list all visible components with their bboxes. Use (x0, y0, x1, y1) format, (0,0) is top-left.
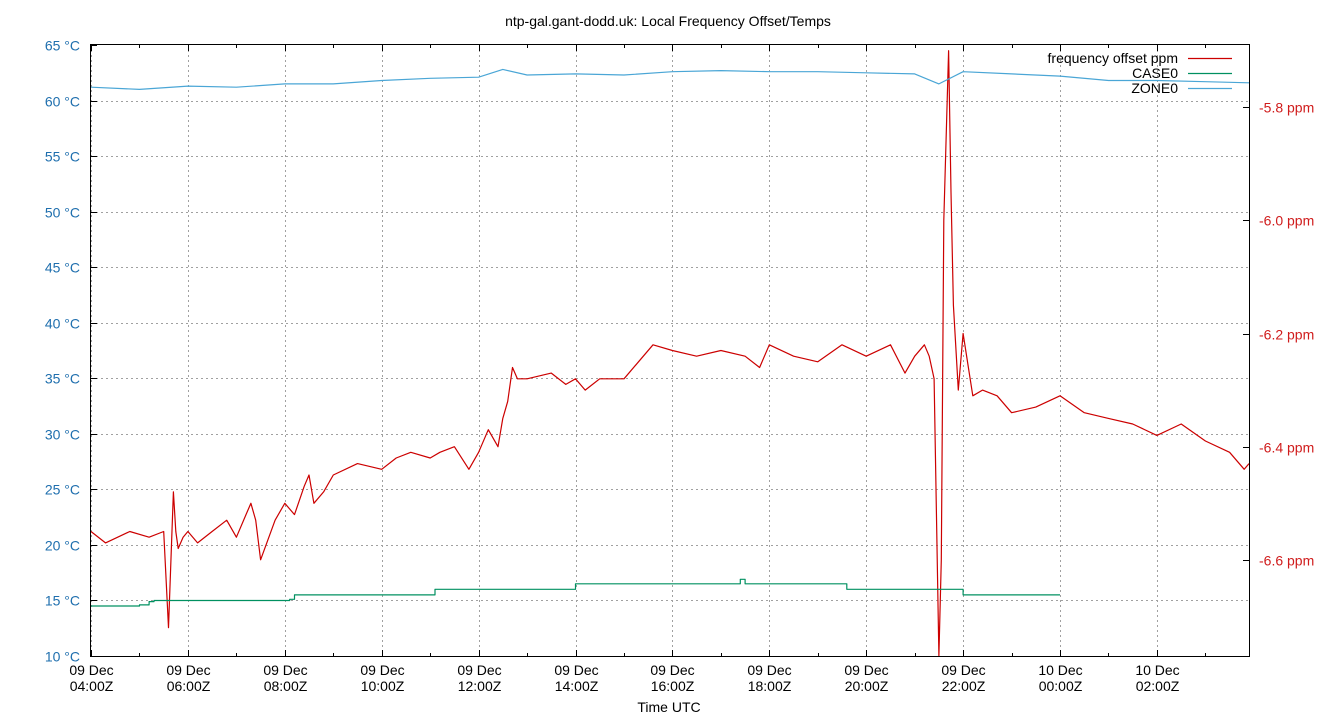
y-right-tick-label: -5.8 ppm (1259, 100, 1314, 116)
y-left-tick-label: 45 °C (45, 260, 80, 276)
x-tick-label-date: 10 Dec (1135, 662, 1179, 678)
grid-lines (91, 45, 1249, 656)
x-tick-label-time: 08:00Z (264, 678, 308, 694)
x-tick-label-date: 09 Dec (844, 662, 888, 678)
series-line-case0 (91, 578, 1060, 607)
series-line-zone0 (90, 68, 1250, 90)
x-tick-label-time: 12:00Z (458, 678, 502, 694)
y-left-tick-label: 25 °C (45, 482, 80, 498)
x-tick-label-time: 20:00Z (845, 678, 889, 694)
x-tick-label-time: 10:00Z (361, 678, 405, 694)
y-left-tick-label: 60 °C (45, 94, 80, 110)
y-left-tick-label: 10 °C (45, 649, 80, 665)
x-tick-label-date: 09 Dec (650, 662, 694, 678)
series-lines (90, 50, 1250, 657)
x-tick-label-time: 14:00Z (555, 678, 599, 694)
x-tick-label-date: 09 Dec (457, 662, 501, 678)
x-tick-label-date: 09 Dec (554, 662, 598, 678)
x-tick-label-date: 10 Dec (1038, 662, 1082, 678)
x-tick-label-time: 22:00Z (942, 678, 986, 694)
x-tick-label-date: 09 Dec (941, 662, 985, 678)
y-right-tick-label: -6.2 ppm (1259, 327, 1314, 343)
x-tick-label-time: 18:00Z (748, 678, 792, 694)
y-left-tick-label: 30 °C (45, 427, 80, 443)
chart-title: ntp-gal.gant-dodd.uk: Local Frequency Of… (505, 13, 831, 29)
x-tick-label-date: 09 Dec (69, 662, 113, 678)
y-left-tick-label: 55 °C (45, 149, 80, 165)
x-tick-label-time: 06:00Z (167, 678, 211, 694)
x-tick-label-time: 04:00Z (70, 678, 114, 694)
y-right-tick-label: -6.4 ppm (1259, 440, 1314, 456)
y-left-tick-label: 65 °C (45, 38, 80, 54)
y-left-tick-label: 40 °C (45, 316, 80, 332)
y-left-tick-label: 20 °C (45, 538, 80, 554)
y-left-tick-label: 15 °C (45, 593, 80, 609)
y-right-tick-label: -6.0 ppm (1259, 213, 1314, 229)
x-tick-label-date: 09 Dec (360, 662, 404, 678)
x-tick-label-time: 16:00Z (651, 678, 695, 694)
legend-label: CASE0 (1132, 65, 1178, 81)
legend-label: frequency offset ppm (1048, 50, 1178, 66)
y-right-tick-label: -6.6 ppm (1259, 553, 1314, 569)
x-tick-label-time: 02:00Z (1136, 678, 1180, 694)
y-left-tick-label: 50 °C (45, 205, 80, 221)
x-tick-label-time: 00:00Z (1039, 678, 1083, 694)
x-tick-label-date: 09 Dec (166, 662, 210, 678)
legend-label: ZONE0 (1131, 80, 1178, 96)
series-line-frequency-offset-ppm (90, 50, 1250, 657)
plot-frame (90, 44, 1250, 657)
x-tick-label-date: 09 Dec (747, 662, 791, 678)
y-left-tick-label: 35 °C (45, 371, 80, 387)
x-tick-label-date: 09 Dec (263, 662, 307, 678)
x-axis-label: Time UTC (637, 699, 700, 715)
